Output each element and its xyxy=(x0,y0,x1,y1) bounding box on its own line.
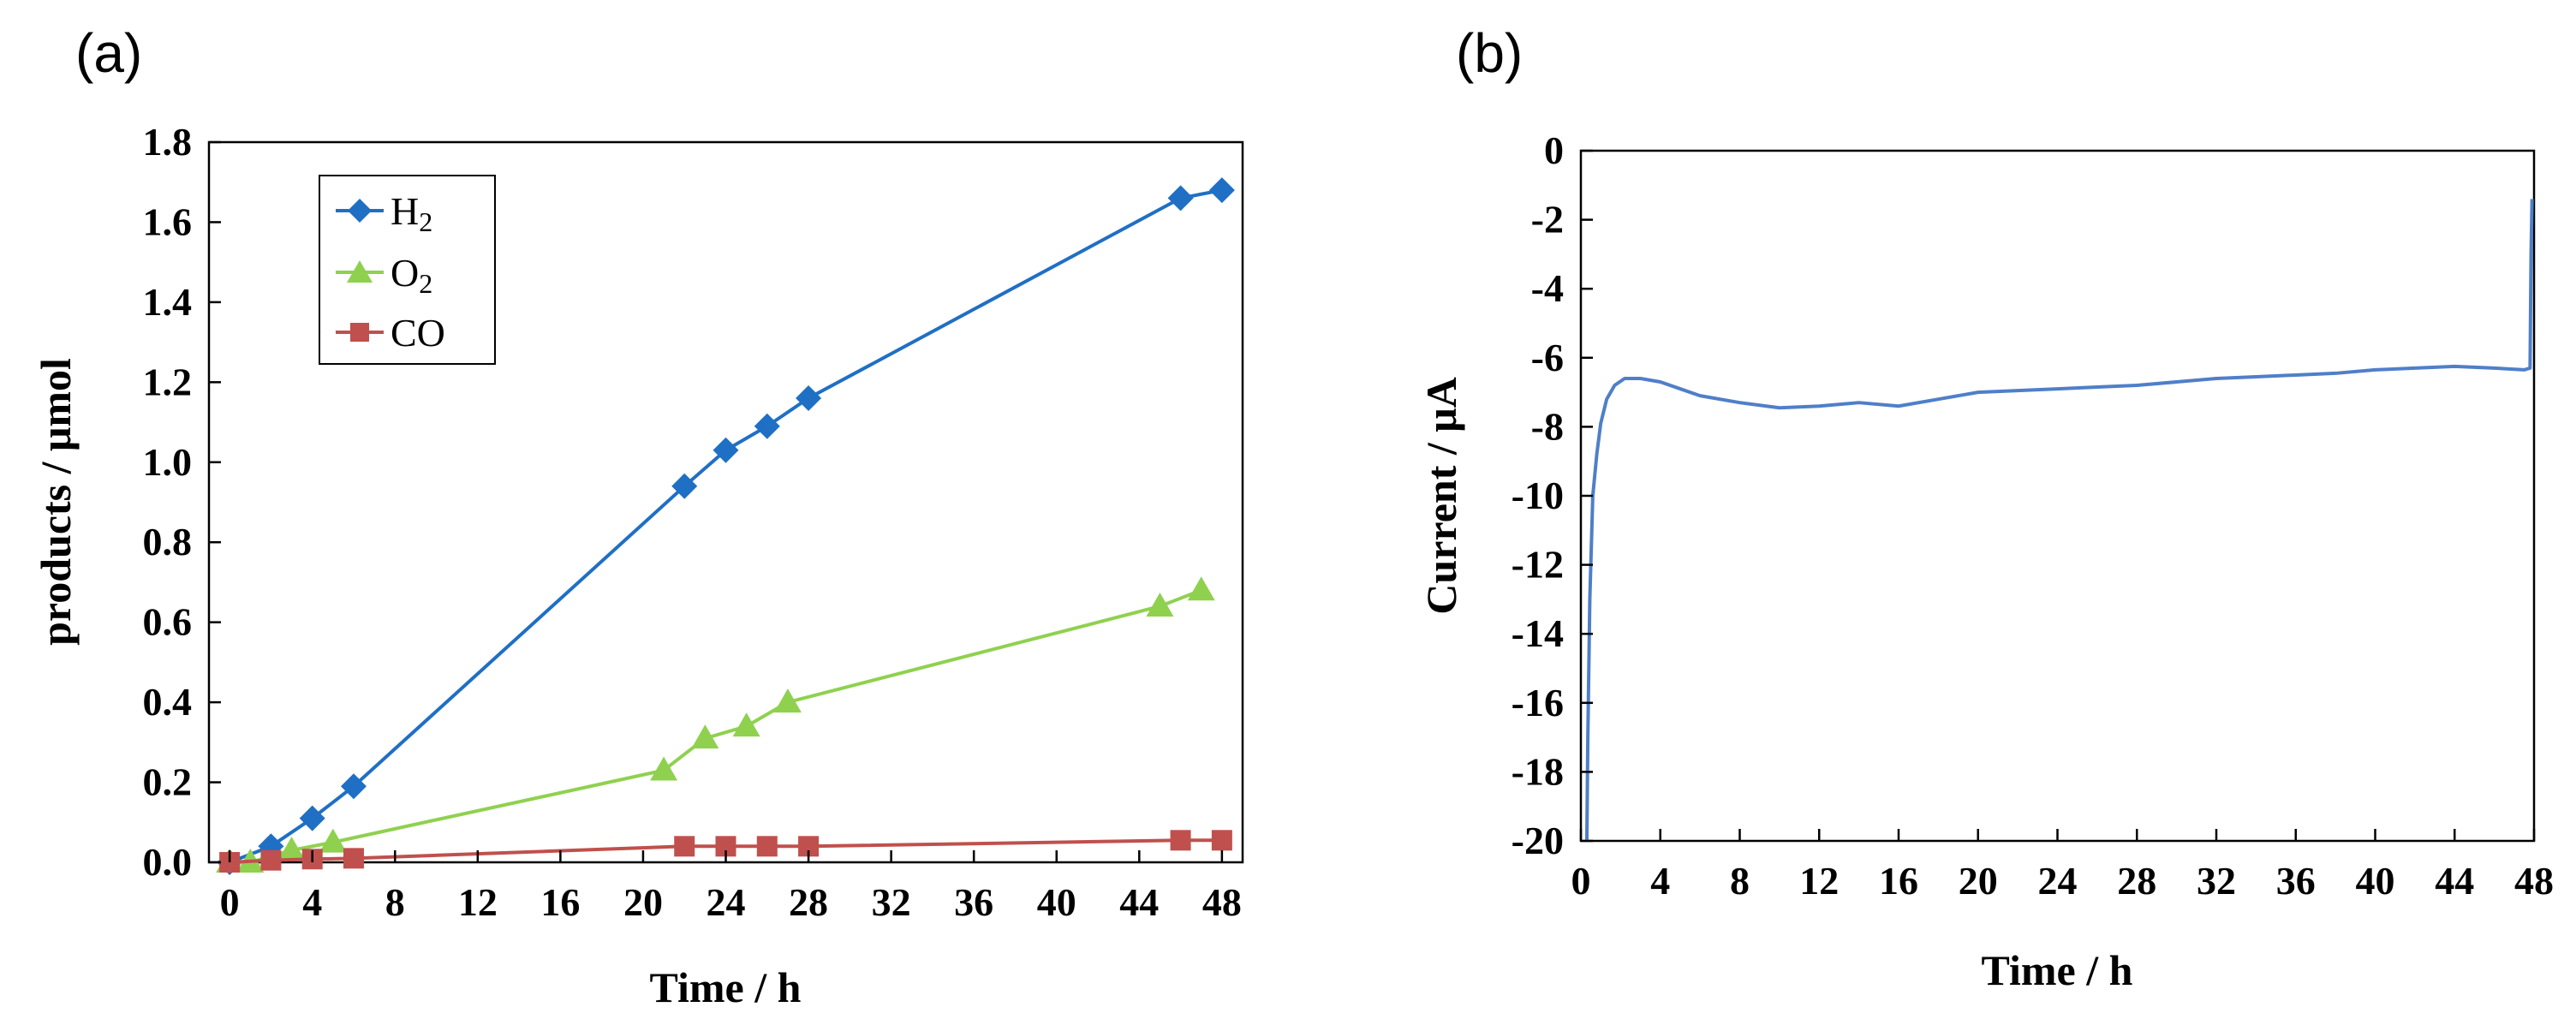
data-point-o2 xyxy=(773,688,802,713)
data-point-o2 xyxy=(1146,592,1174,617)
panel-b-x-tick-label: 4 xyxy=(1650,859,1670,903)
panel-b-y-tick-label: -8 xyxy=(1531,404,1564,448)
data-point-h2 xyxy=(299,805,325,831)
panel-b-plot-frame xyxy=(1579,149,2536,843)
data-point-h2 xyxy=(796,385,822,412)
panel-a-y-axis-title: products / μmol xyxy=(32,358,80,646)
panel-b-x-tick-label: 8 xyxy=(1730,859,1750,903)
data-point-o2 xyxy=(691,724,719,749)
panel-a-x-tick-label: 4 xyxy=(302,880,322,924)
panel-a-x-tick-label: 40 xyxy=(1037,880,1076,924)
data-point-co xyxy=(343,848,364,869)
panel-a-x-tick-label: 48 xyxy=(1202,880,1242,924)
data-point-o2 xyxy=(650,756,678,781)
panel-b-y-tick-label: -4 xyxy=(1531,266,1564,310)
panel-b-x-tick-label: 36 xyxy=(2276,859,2316,903)
panel-a-x-tick-label: 8 xyxy=(385,880,405,924)
data-point-h2 xyxy=(671,473,698,499)
data-point-h2 xyxy=(1208,177,1235,204)
panel-a-y-tick-label: 0.0 xyxy=(143,840,193,884)
panel-a-legend: H2 O2 CO xyxy=(319,175,496,365)
legend-item-co: CO xyxy=(336,311,445,355)
panel-b: (b) 0 4 8 12 16 20 24 28 32 36 40 44 480-2-4-6-8-10-… xyxy=(1417,22,2554,994)
series-o2-line xyxy=(230,588,1202,864)
panel-b-x-tick-label: 32 xyxy=(2197,859,2236,903)
panel-a-y-tick-label: 1.0 xyxy=(143,440,193,484)
data-point-co xyxy=(1170,830,1191,851)
panel-a-y-tick-label: 0.4 xyxy=(143,680,193,724)
panel-a-x-tick-label: 12 xyxy=(458,880,498,924)
panel-a-y-tick-label: 0.2 xyxy=(143,760,193,804)
panel-b-y-tick-label: -10 xyxy=(1512,474,1564,517)
data-point-o2 xyxy=(277,836,306,861)
data-point-h2 xyxy=(713,437,739,463)
panel-a-y-tick-label: 1.6 xyxy=(143,200,193,243)
panel-a-y-tick-label: 0.8 xyxy=(143,520,193,563)
panel-a-label: (a) xyxy=(75,22,142,84)
panel-b-y-tick-label: -20 xyxy=(1512,819,1564,862)
panel-b-x-axis-title: Time / h xyxy=(1982,946,2133,994)
panel-b-x-tick-label: 20 xyxy=(1959,859,1998,903)
data-point-h2 xyxy=(754,413,780,439)
legend-o2-label: O2 xyxy=(391,251,432,299)
panel-a-x-tick-label: 0 xyxy=(220,880,240,924)
panel-b-x-tick-label: 12 xyxy=(1799,859,1839,903)
data-point-h2 xyxy=(340,773,367,800)
series-co-line xyxy=(230,838,1222,864)
data-point-co xyxy=(260,849,282,871)
panel-a-y-tick-label: 0.6 xyxy=(143,600,193,644)
panel-a-x-tick-label: 44 xyxy=(1119,880,1159,924)
panel-b-x-tick-label: 48 xyxy=(2514,859,2554,903)
panel-b-x-tick-label: 24 xyxy=(2038,859,2078,903)
data-point-co xyxy=(756,836,778,857)
legend-co-marker xyxy=(350,323,369,342)
series-co xyxy=(219,830,1232,873)
panel-a-y-tick-label: 1.4 xyxy=(143,280,193,324)
panel-a-y-tick-label: 1.8 xyxy=(143,120,193,164)
panel-b-y-tick-label: -12 xyxy=(1512,543,1564,587)
panel-b-label: (b) xyxy=(1456,22,1523,84)
series-o2 xyxy=(216,576,1215,873)
panel-a-x-tick-label: 28 xyxy=(789,880,828,924)
panel-b-x-tick-label: 0 xyxy=(1571,859,1591,903)
panel-a-x-tick-label: 16 xyxy=(540,880,580,924)
data-point-co xyxy=(1211,830,1232,851)
panel-b-y-tick-label: -14 xyxy=(1512,611,1564,655)
panel-a-y-tick-label: 1.2 xyxy=(143,360,193,403)
panel-a-x-tick-label: 36 xyxy=(954,880,993,924)
panel-b-y-tick-label: -2 xyxy=(1531,198,1564,241)
data-point-o2 xyxy=(732,712,760,737)
panel-a-x-axis-title: Time / h xyxy=(650,963,802,1011)
panel-b-y-tick-label: -18 xyxy=(1512,749,1564,793)
panel-b-y-tick-label: -6 xyxy=(1531,336,1564,379)
data-point-h2 xyxy=(1167,185,1194,212)
current-trace-line xyxy=(1584,199,2534,842)
panel-b-y-tick-label: -16 xyxy=(1512,681,1564,724)
legend-co-label: CO xyxy=(391,311,445,355)
legend-h2-marker xyxy=(348,199,372,223)
panel-b-x-tick-label: 16 xyxy=(1879,859,1918,903)
panel-b-y-axis-title: Current / μA xyxy=(1417,377,1465,614)
data-point-o2 xyxy=(319,828,347,853)
data-point-co xyxy=(674,836,695,857)
panel-a: (a) 0 4 8 12 16 20 24 28 32 36 40 44 480.00.20.40.60… xyxy=(32,22,1244,1011)
legend-h2-label: H2 xyxy=(391,189,432,237)
series-h2-line xyxy=(229,188,1223,864)
panel-a-x-tick-label: 20 xyxy=(623,880,663,924)
panel-b-x-tick-label: 40 xyxy=(2356,859,2395,903)
panel-a-x-tick-label: 32 xyxy=(872,880,911,924)
panel-b-x-tick-label: 28 xyxy=(2117,859,2156,903)
legend-item-o2: O2 xyxy=(336,251,432,299)
data-point-o2 xyxy=(1187,576,1215,601)
legend-item-h2: H2 xyxy=(336,189,432,237)
panel-b-x-tick-label: 44 xyxy=(2435,859,2474,903)
panel-b-y-tick-label: 0 xyxy=(1544,128,1564,172)
legend-o2-marker xyxy=(347,260,373,283)
panel-a-x-tick-label: 24 xyxy=(707,880,746,924)
